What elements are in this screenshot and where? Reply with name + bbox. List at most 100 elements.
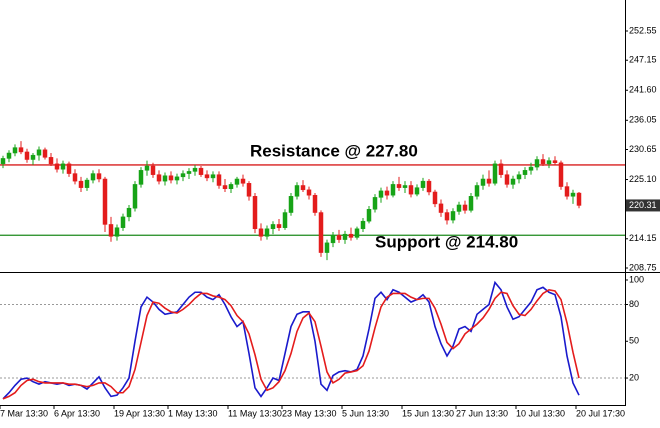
candle-body (570, 192, 576, 197)
candle-body (324, 242, 330, 253)
candle-body (282, 212, 288, 228)
candle-body (102, 178, 108, 225)
candle-body (348, 233, 354, 238)
candle-body (366, 209, 372, 222)
candle-body (312, 194, 318, 213)
candle-body (180, 173, 186, 178)
x-tick-label: 1 May 13:30 (168, 408, 218, 418)
level-annotation: Support @ 214.80 (375, 233, 518, 252)
candle-body (54, 163, 60, 170)
candle-body (0, 158, 6, 165)
candle-body (228, 184, 234, 189)
candle-body (528, 166, 534, 171)
x-tick-label: 11 May 13:30 (228, 408, 282, 418)
x-tick-label: 27 Jun 13:30 (456, 408, 508, 418)
y-tick-label: 20 (629, 372, 639, 382)
y-tick-label: 252.55 (629, 25, 657, 35)
candle-body (378, 190, 384, 198)
x-tick-label: 19 Apr 13:30 (114, 408, 165, 418)
candle-body (504, 174, 510, 185)
candle-body (336, 235, 342, 240)
candle-body (156, 174, 162, 182)
y-tick-label: 214.15 (629, 233, 657, 243)
candle-body (438, 203, 444, 213)
candle-body (6, 152, 12, 159)
candle-body (318, 212, 324, 253)
candle-body (210, 174, 216, 179)
candle-body (306, 189, 312, 196)
y-tick-label: 208.75 (629, 262, 657, 272)
candle-body (534, 159, 540, 168)
candle-body (126, 207, 132, 218)
candle-body (198, 167, 204, 175)
candle-body (252, 196, 258, 230)
level-annotation: Resistance @ 227.80 (250, 141, 418, 160)
candle-body (66, 163, 72, 174)
candle-body (408, 185, 414, 195)
last-price-label: 220.31 (629, 200, 657, 210)
candle-body (414, 187, 420, 195)
x-tick-label: 5 Jun 13:30 (342, 408, 389, 418)
candle-body (108, 224, 114, 237)
x-tick-label: 7 Mar 13:30 (0, 408, 48, 418)
candle-body (144, 165, 150, 171)
candle-body (36, 149, 42, 156)
candle-body (186, 171, 192, 174)
candle-body (372, 197, 378, 210)
x-tick-label: 15 Jun 13:30 (402, 408, 454, 418)
candle-body (354, 228, 360, 238)
candle-body (468, 196, 474, 211)
candle-body (84, 179, 90, 188)
candle-body (246, 183, 252, 197)
candle-body (462, 204, 468, 211)
candle-body (12, 147, 18, 154)
candle-body (264, 228, 270, 237)
x-tick-label: 10 Jul 13:30 (516, 408, 565, 418)
candle-body (552, 160, 558, 164)
candle-body (444, 212, 450, 221)
stochastic-line (2, 280, 580, 400)
candle-body (426, 180, 432, 193)
candle-body (30, 154, 36, 160)
last-price-box (626, 199, 660, 212)
candle-body (60, 163, 66, 170)
candle-body (138, 170, 144, 185)
candle-body (516, 174, 522, 180)
x-tick-label: 23 May 13:30 (282, 408, 337, 418)
candle-body (96, 173, 102, 180)
candle-body (360, 220, 366, 230)
candle-body (24, 151, 30, 160)
candle-body (576, 192, 582, 206)
y-tick-label: 100 (629, 274, 644, 284)
candle-body (222, 185, 228, 189)
candle-body (234, 178, 240, 185)
candle-body (330, 235, 336, 244)
candle-body (300, 185, 306, 191)
candle-body (216, 174, 222, 186)
candle-body (270, 224, 276, 230)
x-tick-label: 6 Apr 13:30 (54, 408, 100, 418)
candle-body (276, 224, 282, 228)
candle-body (240, 178, 246, 184)
y-tick-label: 50 (629, 336, 639, 346)
y-tick-label: 225.10 (629, 174, 657, 184)
candle-body (48, 157, 54, 165)
candle-body (342, 233, 348, 240)
candle-body (288, 196, 294, 213)
candle-body (456, 204, 462, 212)
y-tick-label: 80 (629, 299, 639, 309)
candle-body (162, 175, 168, 182)
candle-body (294, 185, 300, 197)
x-tick-label: 20 Jul 17:30 (576, 408, 625, 418)
candle-body (474, 185, 480, 197)
candle-body (42, 149, 48, 158)
candle-body (150, 165, 156, 175)
candle-body (450, 211, 456, 221)
candle-body (18, 147, 24, 153)
y-tick-label: 247.15 (629, 55, 657, 65)
candle-body (120, 216, 126, 228)
candle-body (168, 175, 174, 181)
candle-body (498, 163, 504, 175)
